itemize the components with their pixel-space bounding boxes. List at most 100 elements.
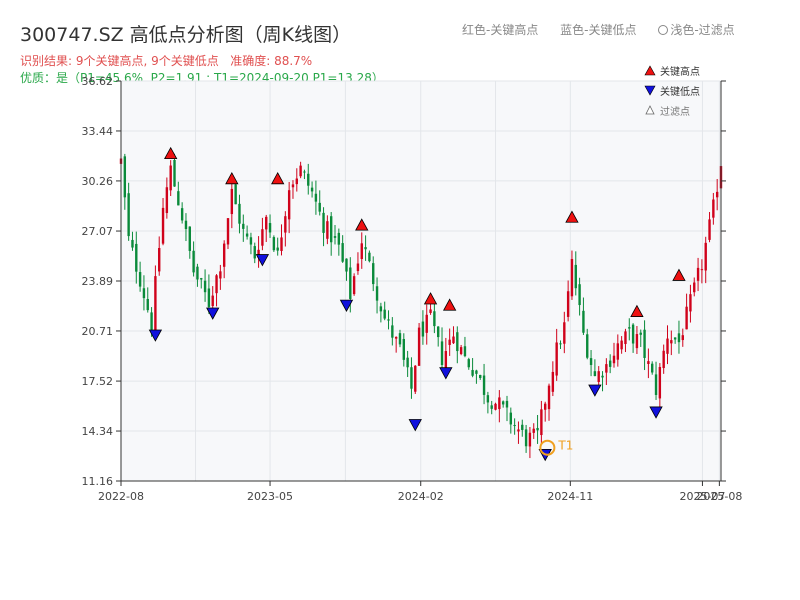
candle-body	[276, 247, 279, 251]
candle-body	[628, 327, 631, 329]
candle-body	[494, 403, 497, 410]
candle-body	[253, 246, 256, 259]
candle-body	[414, 365, 417, 392]
key-high-marker	[672, 268, 686, 281]
candle-body	[436, 326, 440, 338]
candle-body	[383, 309, 386, 319]
candle-body	[406, 357, 409, 368]
legend-light-label: 浅色-过滤点	[670, 23, 735, 37]
x-tick-label: 2024-11	[547, 490, 593, 503]
candle-body	[356, 263, 360, 272]
high-triangle-icon	[644, 65, 656, 76]
x-tick-label: 2024-02	[398, 490, 444, 503]
candle-body	[352, 276, 356, 295]
legend-light-filtered: 浅色-过滤点	[658, 23, 752, 37]
candle-body	[123, 156, 127, 198]
candle-body	[242, 223, 245, 229]
candle-body	[295, 178, 298, 185]
key-low-marker	[148, 329, 163, 342]
candle-body	[498, 397, 501, 410]
candle-body	[245, 233, 249, 237]
candle-body	[169, 165, 172, 191]
x-tick-label: 2025-07	[679, 490, 725, 503]
candle-body	[322, 212, 325, 233]
candle-body	[463, 346, 467, 357]
candle-body	[138, 272, 142, 287]
marker-legend: 关键高点 关键低点 过滤点	[644, 65, 700, 118]
candle-body	[333, 236, 337, 238]
y-tick-label: 33.44	[82, 125, 114, 138]
candle-body	[521, 424, 524, 430]
candle-body	[207, 288, 211, 307]
candle-body	[658, 366, 662, 399]
result-line: 识别结果: 9个关键高点, 9个关键低点 准确度: 88.7%	[20, 52, 312, 69]
candle-body	[486, 395, 490, 403]
key-high-marker	[355, 218, 369, 231]
candle-body	[184, 220, 188, 230]
candle-body	[586, 334, 589, 358]
candle-body	[230, 188, 234, 215]
y-tick-label: 20.71	[82, 325, 114, 338]
candle-body	[677, 333, 681, 343]
candle-body	[268, 223, 272, 233]
candle-body	[616, 343, 620, 360]
candle-body	[517, 429, 520, 432]
candle-body	[582, 310, 585, 333]
candle-body	[158, 248, 161, 272]
candle-body	[589, 358, 593, 365]
candle-body	[681, 335, 684, 341]
key-high-marker	[225, 171, 239, 185]
candle-body	[712, 199, 715, 218]
key-low-marker	[339, 299, 354, 312]
key-high-marker	[442, 298, 457, 311]
candle-body	[505, 400, 509, 408]
candle-body	[597, 371, 600, 383]
candle-body	[142, 288, 146, 299]
legend-blue-low: 蓝色-关键低点	[560, 23, 637, 37]
key-high-marker	[630, 304, 644, 317]
axes: 11.16 14.34 17.52 20.71 23.89 27.07 30.26 33.44…	[82, 75, 743, 503]
candle-body	[387, 319, 390, 321]
candle-body	[337, 232, 341, 245]
candles	[119, 149, 723, 459]
candle-body	[624, 331, 627, 345]
legend-red-high: 红色-关键高点	[462, 23, 539, 37]
key-low-marker	[255, 254, 270, 267]
candle-body	[673, 337, 677, 340]
candle-body	[238, 203, 241, 224]
x-tick-label: 2025-08	[696, 490, 742, 503]
low-triangle-icon	[644, 85, 656, 96]
key-high-marker	[271, 171, 285, 185]
candle-body	[704, 242, 707, 271]
candle-body	[398, 333, 402, 345]
candle-body	[410, 367, 413, 389]
point-markers: T1	[148, 146, 686, 462]
key-low-marker	[649, 406, 663, 419]
candle-body	[131, 239, 134, 248]
candle-body	[440, 341, 444, 366]
candle-body	[341, 243, 344, 262]
candle-body	[349, 267, 352, 299]
candle-body	[433, 311, 436, 327]
candle-body	[261, 229, 264, 246]
candle-body	[287, 190, 291, 220]
candle-body	[192, 250, 195, 273]
key-low-marker	[439, 367, 453, 380]
candle-body	[689, 294, 692, 312]
candle-body	[165, 187, 169, 214]
candle-body	[670, 340, 673, 344]
accuracy-text: 准确度: 88.7%	[230, 54, 313, 68]
candle-body	[394, 336, 398, 339]
candle-body	[528, 432, 532, 447]
candle-body	[532, 428, 535, 433]
y-tick-label: 23.89	[82, 275, 114, 288]
candle-body	[566, 291, 570, 317]
candle-body	[471, 369, 474, 376]
candle-body	[551, 371, 555, 392]
candle-body	[173, 159, 176, 187]
candle-body	[391, 325, 394, 338]
candle-body	[417, 327, 421, 366]
candle-body	[666, 338, 669, 354]
candle-body	[509, 412, 513, 425]
